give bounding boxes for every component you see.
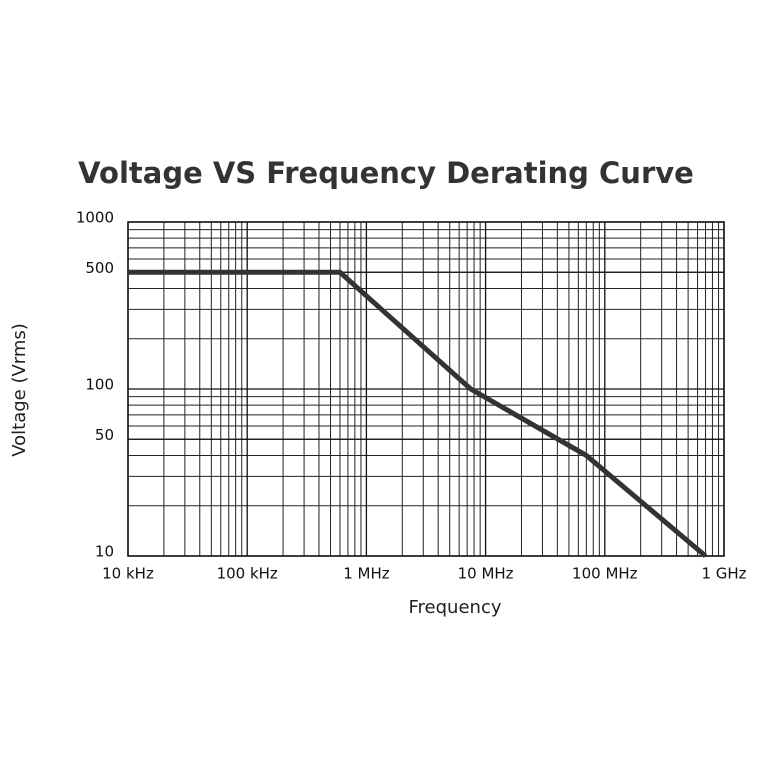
y-axis-label: Voltage (Vrms) [9, 323, 30, 457]
y-tick-label: 10 [95, 543, 114, 561]
plot-border [127, 221, 725, 557]
x-tick-label: 1 GHz [701, 565, 746, 583]
x-tick-label: 1 MHz [343, 565, 390, 583]
x-tick-label: 100 MHz [572, 565, 638, 583]
data-line [128, 269, 708, 558]
y-tick-label: 1000 [76, 209, 114, 227]
chart-title: Voltage VS Frequency Derating Curve [78, 156, 694, 190]
y-tick-label: 50 [95, 426, 114, 444]
x-tick-label: 10 kHz [102, 565, 154, 583]
y-tick-label: 100 [85, 376, 114, 394]
x-tick-label: 100 kHz [217, 565, 278, 583]
x-axis-label: Frequency [409, 597, 502, 618]
x-tick-label: 10 MHz [458, 565, 514, 583]
y-tick-label: 500 [85, 259, 114, 277]
